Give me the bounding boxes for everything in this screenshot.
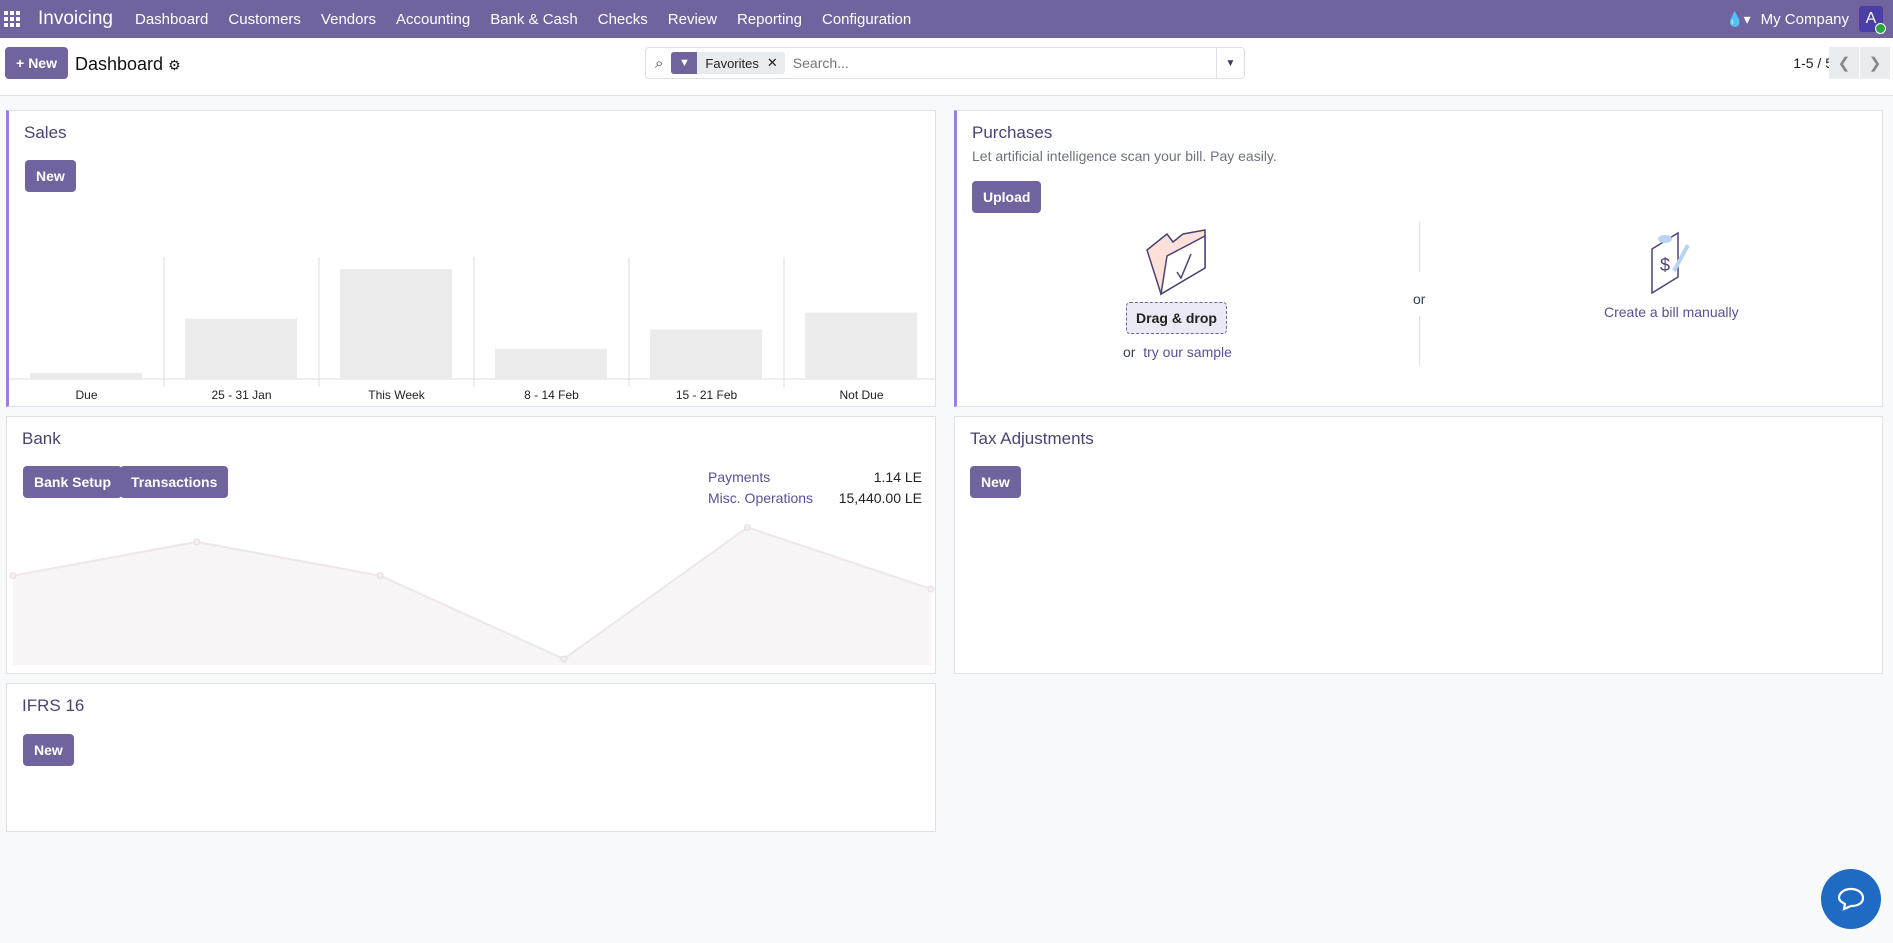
- try-sample-link[interactable]: try our sample: [1143, 344, 1232, 360]
- purchases-card: Purchases Let artificial intelligence sc…: [954, 110, 1883, 407]
- favorites-facet: ▼ Favorites ✕: [671, 52, 785, 74]
- search-bar: ⌕ ▼ Favorites ✕ ▼: [645, 47, 1245, 79]
- tax-new-button[interactable]: New: [970, 466, 1021, 498]
- data-point: [193, 538, 201, 546]
- tax-adjustments-card: Tax Adjustments New: [954, 416, 1883, 674]
- data-point: [927, 585, 935, 593]
- menu-dashboard[interactable]: Dashboard: [135, 10, 209, 28]
- sample-line: or try our sample: [1123, 344, 1232, 360]
- remove-facet-icon[interactable]: ✕: [766, 55, 778, 70]
- control-panel: +New Dashboard ⚙ ⌕ ▼ Favorites ✕ ▼ 1-5 / 5…: [0, 38, 1893, 96]
- facet-label: Favorites: [705, 55, 759, 71]
- create-bill-manually-link[interactable]: Create a bill manually: [1604, 304, 1739, 320]
- bar-2: [340, 269, 452, 379]
- debug-drop-icon[interactable]: 💧▾: [1726, 10, 1751, 27]
- pager-value[interactable]: 1-5 / 5: [1793, 55, 1833, 71]
- data-point: [376, 572, 384, 580]
- online-status-icon: [1875, 23, 1886, 34]
- data-point: [9, 572, 17, 580]
- company-switcher[interactable]: My Company: [1760, 10, 1849, 28]
- x-tick-label: 25 - 31 Jan: [211, 388, 271, 402]
- sales-bar-chart: Due 25 - 31 Jan This Week 8 - 14 Feb 15 - 21…: [9, 257, 936, 402]
- x-tick-label: 8 - 14 Feb: [524, 388, 579, 402]
- filter-icon: ▼: [671, 52, 698, 74]
- bar-3: [495, 348, 607, 379]
- stat-value: 15,440.00 LE: [838, 490, 922, 506]
- avatar-letter: A: [1865, 10, 1877, 27]
- bank-stats: Payments 1.14 LE Misc. Operations 15,440.0…: [708, 469, 922, 506]
- bar-4: [650, 329, 762, 379]
- pager-next-button[interactable]: ❯: [1860, 47, 1890, 79]
- plus-icon: +: [16, 55, 25, 71]
- search-icon[interactable]: ⌕: [655, 54, 664, 72]
- search-options-toggle[interactable]: ▼: [1216, 48, 1244, 78]
- user-avatar[interactable]: A: [1859, 6, 1886, 34]
- x-tick-label: Not Due: [839, 388, 883, 402]
- area-fill: [13, 527, 931, 665]
- sales-new-button[interactable]: New: [25, 160, 76, 192]
- x-tick-label: This Week: [368, 388, 425, 402]
- x-tick-label: 15 - 21 Feb: [676, 388, 738, 402]
- stat-label[interactable]: Payments: [708, 469, 771, 485]
- folder-check-icon: [1146, 229, 1206, 296]
- app-name[interactable]: Invoicing: [38, 8, 113, 29]
- search-input[interactable]: [792, 55, 1216, 71]
- ifrs-title[interactable]: IFRS 16: [22, 696, 85, 715]
- or-divider: or: [1413, 291, 1426, 307]
- ifrs-new-button[interactable]: New: [23, 734, 74, 766]
- stat-row: Misc. Operations 15,440.00 LE: [708, 490, 922, 506]
- menu-reporting[interactable]: Reporting: [736, 10, 802, 28]
- or-prefix: or: [1123, 344, 1136, 360]
- title-text: Dashboard: [75, 54, 164, 74]
- bank-setup-button[interactable]: Bank Setup: [23, 466, 123, 498]
- sales-card: Sales New Due 25 - 31 Jan This Week 8 - 14 …: [6, 110, 936, 407]
- new-label: New: [28, 55, 57, 71]
- new-button[interactable]: + New: [5, 47, 68, 79]
- purchases-title[interactable]: Purchases: [972, 123, 1053, 142]
- menu-review[interactable]: Review: [667, 10, 717, 28]
- page-title: Dashboard ⚙: [75, 54, 181, 75]
- ifrs16-card: IFRS 16 New: [6, 683, 936, 832]
- bank-card: Bank Bank Setup Transactions Payments 1.1…: [6, 416, 936, 674]
- bar-1: [185, 318, 297, 379]
- menu-bank-cash[interactable]: Bank & Cash: [490, 10, 578, 28]
- sales-title[interactable]: Sales: [24, 123, 67, 142]
- bill-clipboard-icon: $: [1651, 231, 1690, 295]
- bank-line-chart: [9, 523, 935, 665]
- stat-row: Payments 1.14 LE: [708, 469, 922, 485]
- menu-vendors[interactable]: Vendors: [320, 10, 376, 28]
- menu-customers[interactable]: Customers: [228, 10, 301, 28]
- top-navbar: Invoicing Dashboard Customers Vendors Ac…: [0, 0, 1893, 38]
- divider-bottom: [1419, 316, 1420, 366]
- tax-title[interactable]: Tax Adjustments: [970, 429, 1094, 448]
- transactions-button[interactable]: Transactions: [120, 466, 229, 498]
- x-tick-label: Due: [75, 388, 97, 402]
- apps-menu-icon[interactable]: [4, 11, 20, 27]
- upload-button[interactable]: Upload: [972, 181, 1042, 213]
- series-line: [12, 526, 932, 661]
- livechat-button[interactable]: [1821, 869, 1881, 929]
- bar-5: [805, 312, 917, 379]
- drag-drop-zone[interactable]: Drag & drop: [1126, 302, 1227, 334]
- data-point: [743, 523, 751, 531]
- data-point: [560, 655, 568, 663]
- purchases-subtitle: Let artificial intelligence scan your bi…: [972, 148, 1277, 164]
- menu-accounting[interactable]: Accounting: [395, 10, 471, 28]
- pager-previous-button[interactable]: ❮: [1829, 47, 1859, 79]
- chat-bubble-icon: [1837, 887, 1865, 911]
- gear-icon[interactable]: ⚙: [168, 57, 181, 73]
- menu-checks[interactable]: Checks: [597, 10, 648, 28]
- bar-0: [30, 372, 142, 379]
- svg-text:$: $: [1660, 255, 1670, 275]
- bank-title[interactable]: Bank: [22, 429, 61, 448]
- menu-configuration[interactable]: Configuration: [822, 10, 912, 28]
- stat-label[interactable]: Misc. Operations: [708, 490, 814, 506]
- stat-value: 1.14 LE: [873, 469, 922, 485]
- divider-top: [1419, 222, 1420, 272]
